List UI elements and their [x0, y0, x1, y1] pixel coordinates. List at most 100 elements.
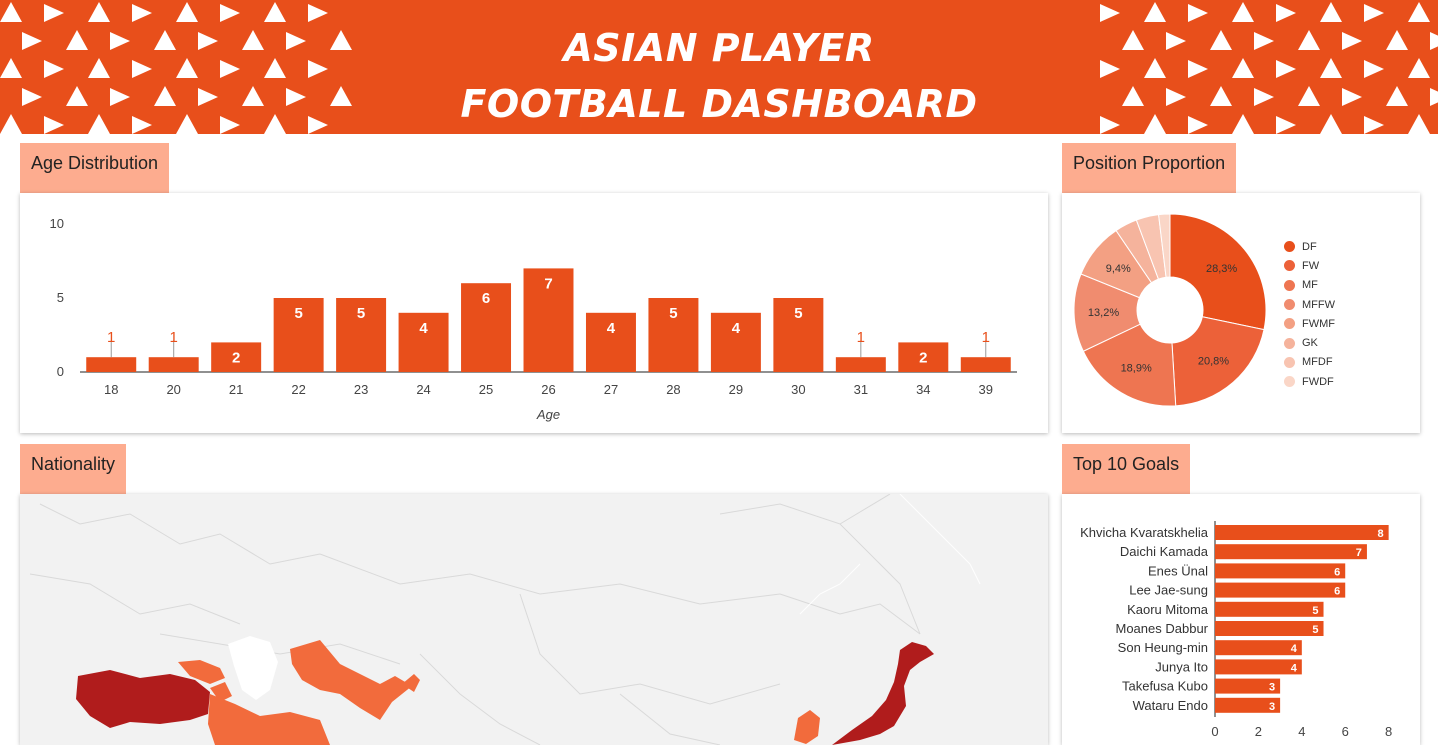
age-distribution-card: 0 5 10 1 18 1 20 2 21 5 22 5 23 4 24 6 25 7 26 4 27 5 28 4 29 5 30…	[20, 193, 1048, 433]
goals-bar[interactable]	[1215, 525, 1389, 540]
goals-bar[interactable]	[1215, 678, 1281, 694]
legend-item-mf[interactable]: MF	[1284, 276, 1335, 295]
country-turkey[interactable]	[76, 670, 210, 728]
dashboard-header: ASIAN PLAYER FOOTBALL DASHBOARD	[0, 0, 1438, 134]
pattern-triangle-21	[242, 30, 264, 50]
age-bar-18[interactable]	[86, 357, 137, 372]
age-bar-29[interactable]	[710, 312, 761, 372]
title-line-2: FOOTBALL DASHBOARD	[460, 82, 978, 126]
nationality-map[interactable]	[20, 494, 1048, 745]
legend-swatch	[1284, 356, 1295, 368]
pattern-triangle-38	[264, 58, 286, 78]
pattern-triangle-48	[22, 88, 42, 106]
legend-item-df[interactable]: DF	[1284, 237, 1335, 256]
pattern-triangle-57	[1166, 88, 1186, 106]
country-turkmenistan[interactable]	[228, 636, 278, 700]
legend-label: MFFW	[1302, 298, 1335, 311]
legend-item-mffw[interactable]: MFFW	[1284, 295, 1335, 314]
pattern-triangle-67	[132, 116, 152, 134]
goals-x-tick: 4	[1298, 724, 1305, 739]
pattern-triangle-58	[1210, 86, 1232, 106]
pattern-triangle-20	[198, 32, 218, 50]
pattern-triangle-11	[1232, 2, 1254, 22]
age-bar-34[interactable]	[898, 342, 949, 372]
top-goals-chart[interactable]: 8 Khvicha Kvaratskhelia 7 Daichi Kamada 6 Ene…	[1062, 494, 1420, 745]
age-bar-20[interactable]	[148, 357, 199, 372]
goals-player-name: Junya Ito	[1155, 659, 1208, 674]
position-proportion-label: Position Proportion	[1062, 143, 1237, 193]
goals-bar[interactable]	[1215, 601, 1324, 617]
legend-item-fwdf[interactable]: FWDF	[1284, 372, 1335, 391]
slice-fw[interactable]	[1171, 316, 1265, 407]
pattern-triangle-69	[220, 116, 240, 134]
pattern-triangle-6	[264, 2, 286, 22]
pattern-triangle-43	[1232, 58, 1254, 78]
age-bar-value: 4	[732, 320, 741, 337]
age-bar-value: 6	[482, 290, 490, 307]
position-donut-chart[interactable]: 28,3% 20,8% 18,9% 13,2% 9,4%	[1062, 193, 1272, 433]
pattern-triangle-26	[1210, 30, 1232, 50]
age-bar-26[interactable]	[523, 268, 574, 372]
country-iran[interactable]	[208, 694, 330, 745]
age-y-tick: 5	[57, 290, 64, 305]
country-tajikistan[interactable]	[402, 674, 420, 692]
pattern-triangle-42	[1188, 60, 1208, 78]
age-x-tick: 23	[354, 382, 368, 397]
legend-swatch	[1284, 299, 1295, 311]
age-histogram-chart[interactable]: 0510118120221522523424625726427528429530…	[20, 193, 1048, 433]
goals-player-name: Moanes Dabbur	[1116, 621, 1209, 636]
age-bar-24[interactable]	[398, 312, 449, 372]
goals-bar[interactable]	[1215, 621, 1324, 636]
legend-item-fwmf[interactable]: FWMF	[1284, 314, 1335, 333]
pattern-triangle-19	[154, 30, 176, 50]
goals-bar-value: 6	[1334, 586, 1340, 598]
goals-bar[interactable]	[1215, 544, 1367, 560]
goals-bar[interactable]	[1215, 640, 1302, 656]
age-bar-23[interactable]	[336, 298, 387, 372]
age-bar-39[interactable]	[960, 357, 1011, 372]
age-bar-21[interactable]	[211, 342, 262, 372]
country-uzbekistan[interactable]	[290, 640, 412, 720]
pattern-triangle-44	[1276, 60, 1296, 78]
slice-fwdf[interactable]	[1158, 213, 1171, 278]
pattern-triangle-77	[1320, 114, 1342, 134]
age-x-tick: 20	[166, 382, 180, 397]
age-bar-25[interactable]	[461, 283, 512, 372]
legend-label: MFDF	[1302, 356, 1333, 369]
legend-item-gk[interactable]: GK	[1284, 333, 1335, 352]
slice-mf[interactable]	[1082, 323, 1177, 407]
pattern-triangle-16	[22, 32, 42, 50]
pattern-triangle-9	[1144, 2, 1166, 22]
nationality-map-card[interactable]	[20, 494, 1048, 745]
age-bar-28[interactable]	[648, 298, 699, 372]
pattern-triangle-39	[308, 60, 328, 78]
goals-bar[interactable]	[1215, 563, 1346, 579]
goals-player-name: Wataru Endo	[1133, 698, 1208, 713]
country-south-korea[interactable]	[794, 710, 820, 744]
legend-swatch	[1284, 279, 1295, 291]
country-azerbaijan[interactable]	[210, 682, 232, 702]
goals-bar[interactable]	[1215, 582, 1346, 598]
age-bar-value: 5	[357, 305, 365, 322]
age-bar-22[interactable]	[273, 298, 324, 372]
goals-player-name: Kaoru Mitoma	[1127, 602, 1209, 617]
pattern-triangle-25	[1166, 32, 1186, 50]
pattern-triangle-47	[1408, 58, 1430, 78]
legend-item-mfdf[interactable]: MFDF	[1284, 353, 1335, 372]
country-georgia[interactable]	[178, 660, 225, 684]
age-bar-31[interactable]	[835, 357, 886, 372]
age-bar-27[interactable]	[585, 312, 636, 372]
slice-label: 13,2%	[1088, 307, 1119, 319]
pattern-triangle-49	[66, 86, 88, 106]
pattern-triangle-70	[264, 114, 286, 134]
goals-bar[interactable]	[1215, 659, 1302, 675]
age-bar-30[interactable]	[773, 298, 824, 372]
slice-df[interactable]	[1169, 213, 1267, 331]
country-japan[interactable]	[832, 642, 934, 745]
legend-swatch	[1284, 318, 1295, 330]
pattern-triangle-56	[1122, 86, 1144, 106]
pattern-triangle-41	[1144, 58, 1166, 78]
goals-bar[interactable]	[1215, 697, 1281, 713]
legend-item-fw[interactable]: FW	[1284, 256, 1335, 275]
age-bar-value: 1	[982, 329, 990, 346]
